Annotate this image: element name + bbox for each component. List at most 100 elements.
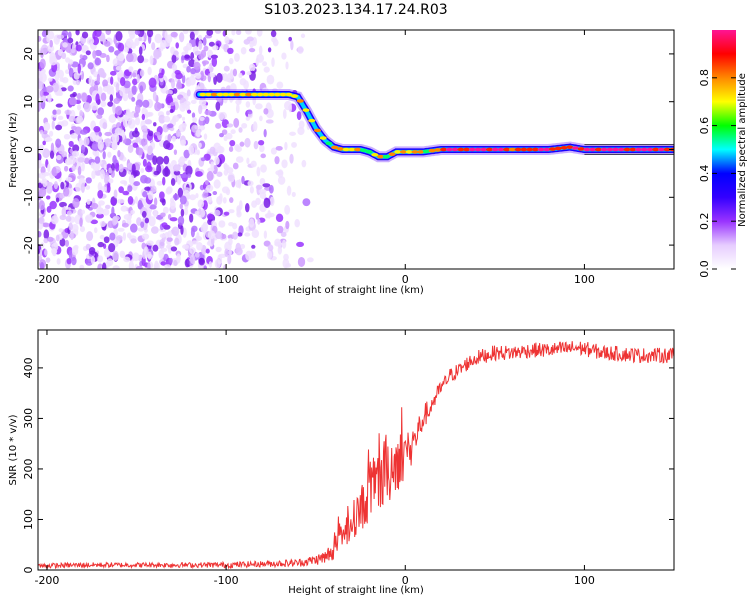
signal-cell: [520, 147, 528, 152]
spectrogram-noise-cell: [267, 47, 272, 53]
spectrogram-noise-cell: [239, 141, 245, 147]
spectrogram-noise-cell: [108, 178, 114, 184]
spectrogram-noise-cell: [91, 170, 96, 179]
spectrogram-noise-cell: [72, 150, 80, 158]
spectrogram-noise-cell: [68, 250, 73, 260]
spectrogram-noise-cell: [97, 107, 105, 116]
spectrogram-noise-cell: [255, 57, 259, 67]
spectrogram-noise-cell: [258, 189, 267, 194]
spectrogram-noise-cell: [91, 36, 100, 46]
signal-cell: [227, 92, 235, 97]
spectrogram-noise-cell: [56, 154, 62, 161]
spectrogram-noise-cell: [274, 238, 282, 246]
spectrogram-noise-cell: [107, 151, 112, 158]
spectrogram-noise-cell: [165, 89, 173, 95]
y-tick-label: 100: [22, 509, 35, 530]
spectrogram-noise-cell: [81, 31, 89, 39]
spectrogram-noise-cell: [88, 75, 93, 86]
spectrogram-noise-cell: [77, 104, 81, 111]
spectrogram-noise-cell: [265, 119, 274, 124]
spectrogram-noise-cell: [153, 122, 157, 127]
spectrogram-noise-cell: [164, 264, 171, 269]
spectrogram-noise-cell: [162, 176, 166, 186]
spectrogram-noise-cell: [110, 76, 114, 85]
signal-cell: [537, 147, 545, 152]
spectrogram-noise-cell: [94, 57, 102, 66]
spectrogram-noise-cell: [140, 221, 145, 228]
signal-cell: [623, 147, 631, 152]
spectrogram-noise-cell: [283, 253, 289, 261]
spectrogram-noise-cell: [118, 186, 124, 194]
spectrogram-noise-cell: [216, 195, 223, 205]
spectrogram-noise-cell: [57, 115, 64, 121]
spectrogram-noise-cell: [251, 244, 256, 249]
spectrogram-noise-cell: [172, 164, 181, 172]
spectrogram-noise-cell: [207, 213, 214, 220]
spectrogram-noise-cell: [156, 156, 164, 165]
spectrogram-noise-cell: [244, 232, 251, 237]
spectrogram-noise-cell: [177, 187, 184, 198]
spectrogram-noise-cell: [245, 101, 251, 108]
spectrogram-noise-cell: [255, 184, 263, 190]
spectrogram-noise-cell: [81, 45, 88, 52]
spectrogram-noise-cell: [302, 198, 311, 207]
signal-cell: [583, 147, 591, 152]
spectrogram-noise-cell: [182, 244, 190, 250]
spectrogram-noise-cell: [277, 175, 286, 185]
spectrogram-noise-cell: [234, 52, 240, 62]
spectrogram-noise-cell: [75, 182, 82, 192]
spectrogram-noise-cell: [144, 119, 153, 125]
spectrogram-noise-cell: [93, 71, 99, 78]
spectrogram-noise-cell: [40, 44, 49, 55]
spectrogram-noise-cell: [235, 145, 242, 153]
spectrogram-noise-cell: [109, 94, 114, 102]
spectrogram-noise-cell: [228, 209, 235, 214]
spectrogram-noise-cell: [262, 183, 271, 188]
signal-cell: [508, 147, 516, 152]
signal-cell: [612, 147, 620, 152]
spectrogram-noise-cell: [80, 144, 86, 154]
spectrogram-noise-cell: [108, 114, 117, 123]
spectrogram-noise-cell: [47, 77, 53, 82]
spectrogram-noise-cell: [86, 231, 94, 242]
spectrogram-noise-cell: [247, 180, 254, 187]
spectrogram-noise-cell: [269, 196, 275, 207]
spectrogram-noise-cell: [166, 237, 173, 242]
spectrogram-noise-cell: [189, 194, 197, 201]
spectrogram-noise-cell: [85, 177, 92, 184]
spectrogram-noise-cell: [226, 123, 234, 128]
signal-cell: [600, 147, 608, 152]
spectrogram-noise-cell: [182, 30, 189, 35]
spectrogram-noise-cell: [257, 218, 261, 225]
spectrogram-noise-cell: [112, 250, 119, 261]
spectrogram-noise-cell: [69, 93, 76, 98]
spectrogram-noise-cell: [105, 204, 111, 210]
spectrogram-noise-cell: [106, 185, 111, 193]
spectrogram-noise-cell: [51, 247, 58, 255]
spectrogram-noise-cell: [39, 89, 44, 97]
spectrogram-noise-cell: [259, 177, 266, 185]
spectrogram-noise-cell: [132, 252, 140, 262]
signal-cell: [205, 92, 213, 97]
spectrogram-noise-cell: [206, 171, 214, 182]
spectrogram-noise-cell: [195, 171, 203, 177]
spectrogram-noise-cell: [180, 225, 184, 235]
spectrogram-noise-cell: [105, 30, 112, 36]
spectrogram-noise-cell: [156, 180, 163, 186]
spectrogram-noise-cell: [85, 243, 91, 251]
signal-cell: [543, 147, 551, 152]
signal-cell: [657, 147, 665, 152]
spectrogram-noise-cell: [38, 230, 42, 238]
spectrogram-noise-cell: [215, 246, 222, 253]
spectrogram-noise-cell: [233, 117, 240, 128]
spectrogram-noise-cell: [284, 141, 288, 151]
spectrogram-noise-cell: [46, 44, 55, 53]
spectrogram-noise-cell: [146, 240, 154, 246]
signal-cell: [262, 92, 270, 97]
spectrogram-noise-cell: [186, 89, 191, 97]
spectrogram-noise-cell: [165, 187, 172, 195]
spectrogram-noise-cell: [55, 138, 62, 148]
spectrogram-noise-cell: [130, 210, 135, 215]
spectrogram-noise-cell: [117, 149, 121, 158]
